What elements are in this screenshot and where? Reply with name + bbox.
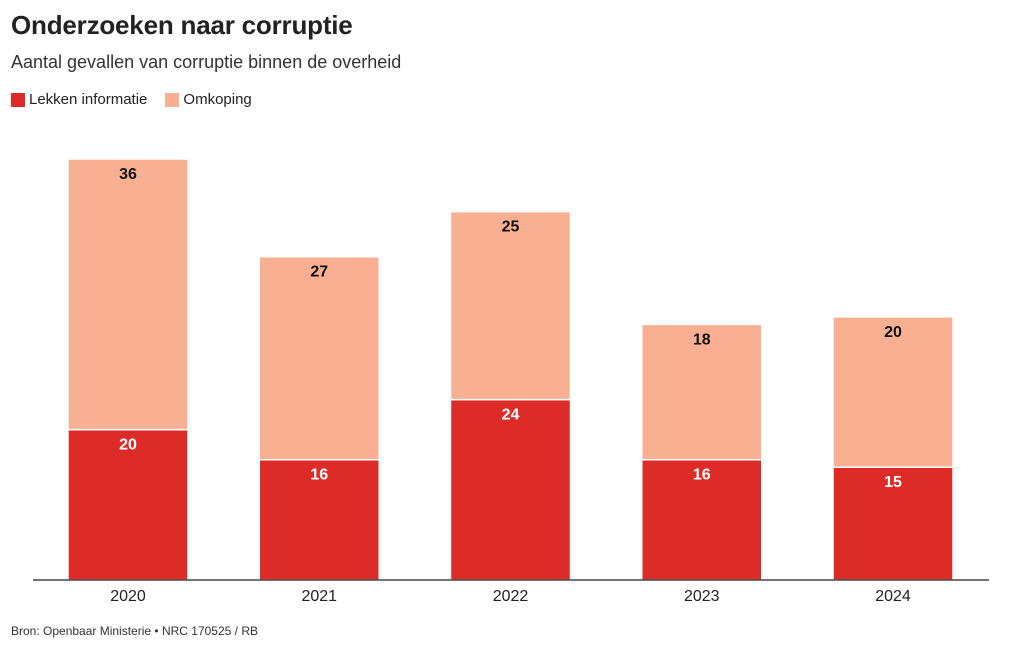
bar-lekken-2023 xyxy=(641,458,763,581)
x-tick-label-2023: 2023 xyxy=(684,588,720,605)
data-label-lekken-2023: 16 xyxy=(693,467,711,484)
legend: Lekken informatie Omkoping xyxy=(11,91,270,108)
data-label-lekken-2022: 24 xyxy=(502,407,520,424)
data-label-omkoping-2022: 25 xyxy=(502,219,520,236)
x-tick-label-2020: 2020 xyxy=(110,588,146,605)
legend-swatch-omkoping xyxy=(165,92,180,107)
bar-lekken-2020 xyxy=(67,428,189,581)
data-label-lekken-2020: 20 xyxy=(119,437,137,454)
legend-label-omkoping: Omkoping xyxy=(183,91,252,108)
bar-omkoping-2021 xyxy=(258,255,380,461)
chart-title: Onderzoeken naar corruptie xyxy=(11,10,353,40)
bar-omkoping-2024 xyxy=(832,316,954,468)
legend-label-lekken: Lekken informatie xyxy=(29,91,148,108)
bar-lekken-2022 xyxy=(449,398,572,581)
legend-swatch-lekken xyxy=(11,92,25,107)
data-label-omkoping-2020: 36 xyxy=(119,166,137,183)
data-label-omkoping-2024: 20 xyxy=(884,324,902,341)
bar-omkoping-2022 xyxy=(449,210,572,401)
data-label-omkoping-2021: 27 xyxy=(310,264,328,281)
x-tick-label-2022: 2022 xyxy=(493,588,529,605)
data-label-lekken-2024: 15 xyxy=(884,474,902,491)
legend-item-omkoping: Omkoping xyxy=(165,91,252,108)
bar-omkoping-2020 xyxy=(67,158,189,431)
bar-lekken-2024 xyxy=(832,466,954,581)
x-tick-label-2024: 2024 xyxy=(875,588,911,605)
x-tick-label-2021: 2021 xyxy=(301,588,337,605)
legend-item-lekken: Lekken informatie xyxy=(11,91,147,108)
data-label-lekken-2021: 16 xyxy=(310,467,328,484)
bar-lekken-2021 xyxy=(258,458,380,581)
chart-subtitle: Aantal gevallen van corruptie binnen de … xyxy=(11,52,402,72)
data-label-omkoping-2023: 18 xyxy=(693,331,711,348)
bar-omkoping-2023 xyxy=(641,323,763,461)
source-note: Bron: Openbaar Ministerie • NRC 170525 /… xyxy=(11,624,258,638)
